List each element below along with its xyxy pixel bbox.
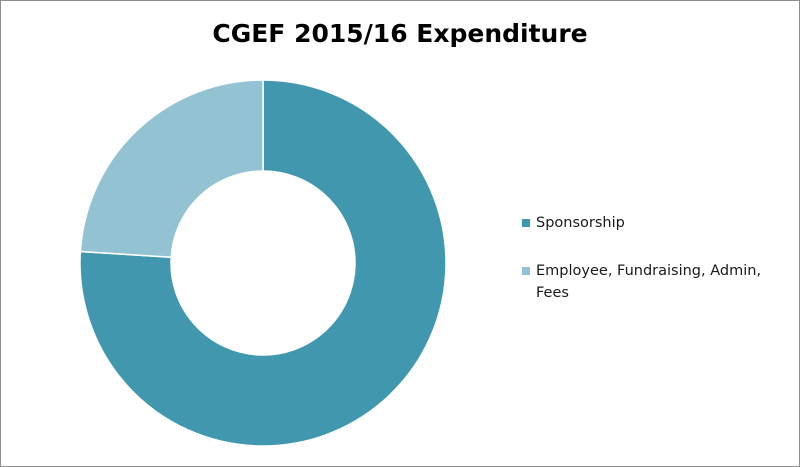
- legend: Sponsorship Employee, Fundraising, Admin,…: [522, 212, 792, 330]
- slice-employee-fundraising-admin-fees[interactable]: [79, 79, 264, 259]
- legend-item: Sponsorship: [522, 212, 792, 234]
- legend-item: Employee, Fundraising, Admin, Fees: [522, 260, 792, 304]
- legend-swatch: [522, 219, 530, 227]
- slice-sponsorship[interactable]: [79, 79, 447, 447]
- legend-swatch: [522, 267, 530, 275]
- chart-title: CGEF 2015/16 Expenditure: [212, 19, 588, 48]
- legend-label: Sponsorship: [536, 215, 625, 231]
- legend-label: Employee, Fundraising, Admin, Fees: [536, 263, 762, 301]
